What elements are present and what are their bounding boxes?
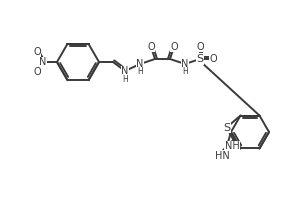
Text: O: O bbox=[209, 54, 217, 64]
Text: O: O bbox=[33, 47, 41, 57]
Text: H: H bbox=[122, 75, 128, 83]
Text: H: H bbox=[182, 67, 188, 77]
Text: S: S bbox=[223, 123, 230, 133]
Text: HN: HN bbox=[215, 150, 230, 161]
Text: N: N bbox=[121, 66, 129, 76]
Text: H: H bbox=[137, 67, 143, 77]
Text: O: O bbox=[170, 42, 178, 52]
Text: O: O bbox=[33, 67, 41, 77]
Text: S: S bbox=[196, 54, 204, 64]
Text: O: O bbox=[147, 42, 155, 52]
Text: N: N bbox=[181, 59, 189, 69]
Text: N: N bbox=[136, 59, 144, 69]
Text: O: O bbox=[196, 42, 204, 52]
Text: N: N bbox=[39, 57, 47, 67]
Text: NH: NH bbox=[225, 141, 239, 151]
